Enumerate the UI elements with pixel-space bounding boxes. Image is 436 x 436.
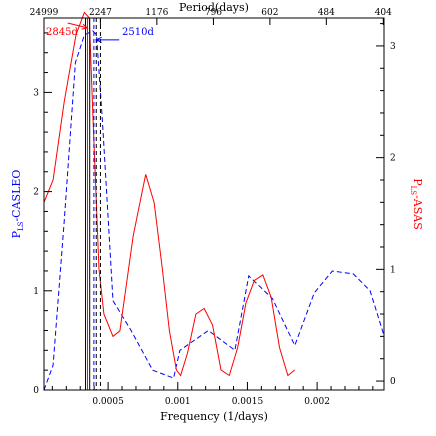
y-right-tick-label: 1 bbox=[390, 265, 396, 275]
annotation-arrowhead-2845d bbox=[81, 23, 89, 30]
y-right-tick-label: 3 bbox=[390, 42, 396, 52]
left-axis-title: PLS-CASLEO bbox=[10, 170, 25, 239]
top-tick-label: 404 bbox=[375, 8, 392, 18]
top-axis-title: Period(days) bbox=[179, 1, 249, 14]
top-tick-label: 796 bbox=[205, 8, 222, 18]
y-left-tick-label: 3 bbox=[33, 88, 39, 98]
right-axis-title: PLS-ASAS bbox=[409, 178, 424, 230]
top-tick-label: 484 bbox=[318, 8, 335, 18]
y-right-tick-label: 0 bbox=[390, 377, 396, 387]
top-tick-label: 602 bbox=[261, 8, 278, 18]
x-tick-label: 0.0015 bbox=[232, 397, 264, 407]
series-line-casleo bbox=[43, 30, 385, 391]
y-right-tick-label: 2 bbox=[390, 154, 396, 164]
series-line-asas bbox=[43, 11, 296, 377]
x-tick-label: 0.0005 bbox=[92, 397, 124, 407]
y-left-tick-label: 0 bbox=[33, 386, 39, 396]
x-tick-label: 0.001 bbox=[165, 397, 191, 407]
annotation-arrowhead-2510d bbox=[95, 36, 102, 43]
plot-frame bbox=[43, 17, 385, 391]
x-axis-title: Frequency (1/days) bbox=[160, 410, 268, 423]
annotation-arrow-2845d bbox=[67, 22, 88, 29]
annotation-label-2510d: 2510d bbox=[122, 27, 154, 38]
top-tick-label: 24999 bbox=[30, 8, 59, 18]
top-tick-label: 2247 bbox=[89, 8, 112, 18]
y-left-tick-label: 2 bbox=[33, 188, 39, 198]
top-tick-label: 1176 bbox=[145, 8, 168, 18]
annotation-label-2845d: 2845d bbox=[46, 27, 78, 38]
y-left-tick-label: 1 bbox=[33, 287, 39, 297]
x-tick-label: 0.002 bbox=[304, 397, 330, 407]
